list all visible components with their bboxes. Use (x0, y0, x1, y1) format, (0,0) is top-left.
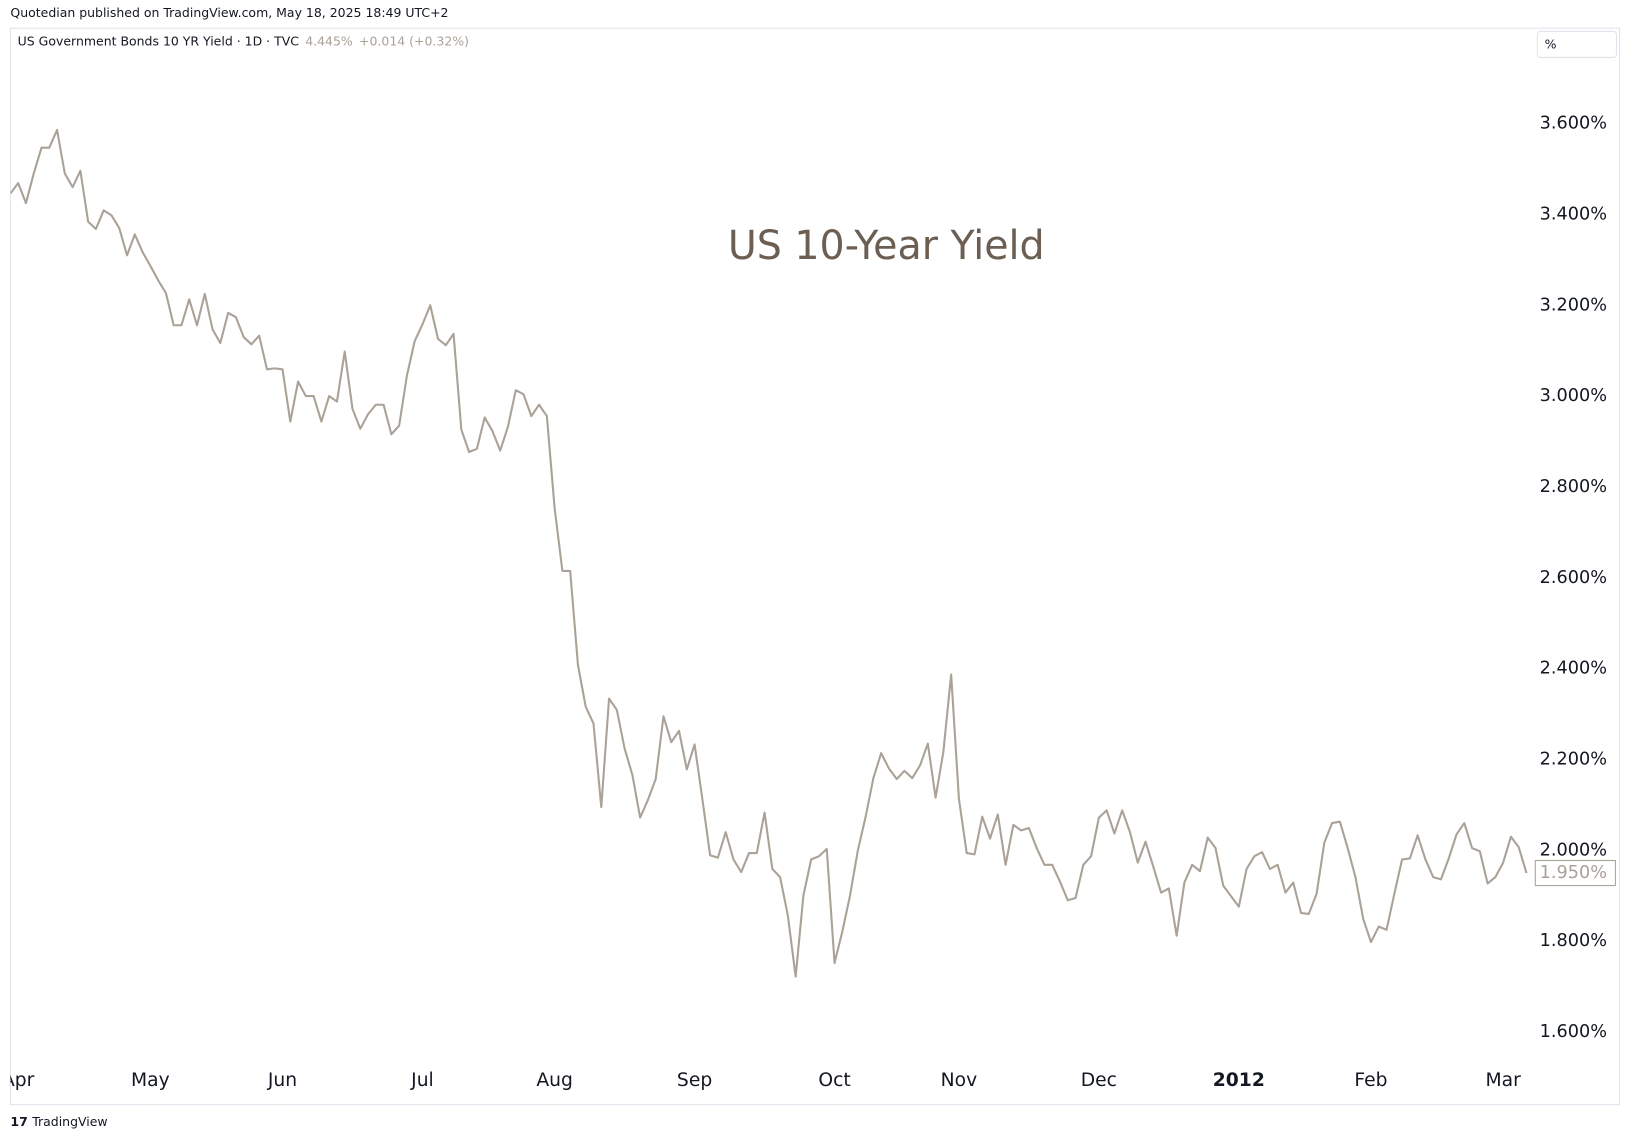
symbol-name: US Government Bonds 10 YR Yield · 1D · T… (18, 33, 300, 48)
series-line (10, 128, 1528, 978)
last-price-box (1534, 859, 1616, 887)
y-tick-label: 3.600% (1540, 114, 1607, 134)
brand-logo: 17 (10, 1114, 27, 1129)
y-tick-label: 2.200% (1540, 749, 1607, 769)
chart-frame (9, 27, 1621, 1106)
x-tick-label: Sep (677, 1070, 712, 1091)
x-tick-label: May (131, 1070, 170, 1091)
y-tick-label: 3.000% (1540, 386, 1607, 406)
last-price-label: 1.950% (1540, 863, 1607, 883)
published-note: Quotedian published on TradingView.com, … (10, 5, 448, 20)
x-tick-label: Jun (267, 1070, 297, 1091)
x-tick-label: Dec (1081, 1070, 1117, 1091)
symbol-change: +0.014 (+0.32%) (359, 33, 469, 48)
x-tick-label: Feb (1354, 1070, 1387, 1091)
x-tick-label: Mar (1486, 1070, 1522, 1091)
symbol-price: 4.445% (305, 33, 353, 48)
y-tick-label: 2.800% (1540, 477, 1607, 497)
unit-button-label[interactable]: % (1545, 36, 1557, 51)
y-tick-label: 1.600% (1540, 1022, 1607, 1042)
x-tick-label: 2012 (1213, 1070, 1265, 1091)
x-tick-label: Jul (410, 1070, 434, 1091)
y-tick-label: 3.200% (1540, 295, 1607, 315)
chart-title: US 10-Year Yield (728, 223, 1045, 269)
brand-name: TradingView (31, 1114, 107, 1129)
y-tick-label: 2.000% (1540, 840, 1607, 860)
x-tick-label: Oct (818, 1070, 850, 1091)
y-tick-label: 1.800% (1540, 931, 1607, 951)
x-axis: Apr May Jun Jul Aug Sep Oct Nov Dec 2012 Feb Mar (2, 1070, 1522, 1105)
x-tick-label: Aug (536, 1070, 573, 1091)
line-path (10, 128, 1528, 978)
x-tick-label: Apr (2, 1070, 35, 1091)
unit-button[interactable] (1536, 30, 1617, 58)
x-tick-label: Nov (941, 1070, 978, 1091)
y-tick-label: 3.400% (1540, 204, 1607, 224)
y-tick-label: 2.600% (1540, 568, 1607, 588)
y-tick-label: 2.400% (1540, 659, 1607, 679)
